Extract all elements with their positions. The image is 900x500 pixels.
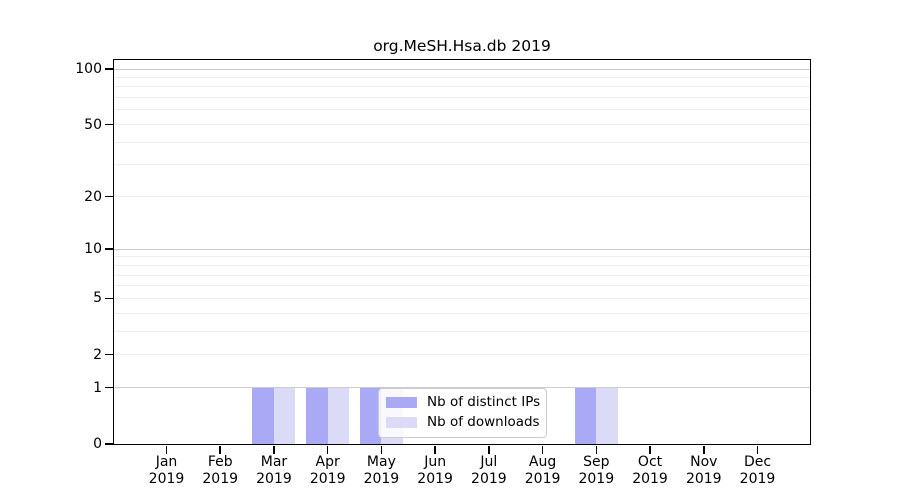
bar-distinct-ips xyxy=(252,387,274,444)
legend-swatch-downloads xyxy=(386,417,417,428)
x-axis-tick xyxy=(380,445,383,454)
legend-label-downloads: Nb of downloads xyxy=(427,414,540,430)
x-axis-tick xyxy=(756,445,759,454)
y-axis-tick-label: 5 xyxy=(93,290,102,307)
x-axis-label: Jul 2019 xyxy=(471,454,507,487)
y-axis-tick xyxy=(105,195,113,198)
y-axis-tick xyxy=(105,248,113,250)
x-axis-tick xyxy=(541,445,544,454)
gridline-minor xyxy=(114,264,810,266)
x-axis-tick xyxy=(326,445,329,454)
x-axis-label: Aug 2019 xyxy=(524,454,561,487)
legend: Nb of distinct IPs Nb of downloads xyxy=(378,388,547,438)
x-axis-label: Jan 2019 xyxy=(148,454,185,487)
gridline-minor xyxy=(114,124,810,126)
gridline-minor xyxy=(114,312,810,314)
bar-downloads xyxy=(273,387,296,444)
x-axis-label: Nov 2019 xyxy=(685,454,722,487)
x-axis-tick xyxy=(273,445,275,454)
x-axis-label: Oct 2019 xyxy=(632,454,668,487)
x-axis-tick xyxy=(434,445,436,454)
y-axis-tick xyxy=(105,353,113,356)
x-axis-label: May 2019 xyxy=(363,454,400,487)
x-axis-tick xyxy=(488,445,490,454)
y-axis-tick-label: 1 xyxy=(93,379,102,396)
y-axis-tick xyxy=(105,297,113,300)
plot-area: 0 1 2 5 10 20 50 100 Jan 2019 Feb 2019 Mar 2019 Apr… xyxy=(75,59,811,487)
gridline-minor xyxy=(114,330,810,332)
x-axis-label: Jun 2019 xyxy=(417,454,453,487)
x-axis-label: Feb 2019 xyxy=(202,454,239,487)
x-axis-label: Dec 2019 xyxy=(739,454,776,487)
x-axis-label: Mar 2019 xyxy=(256,454,292,487)
y-axis-tick xyxy=(105,123,113,126)
x-axis-tick xyxy=(595,445,598,454)
gridline-minor xyxy=(114,285,810,287)
x-axis-label: Sep 2019 xyxy=(578,454,615,487)
gridline-minor xyxy=(114,76,810,78)
y-axis-tick-label: 10 xyxy=(84,241,102,258)
x-axis-tick xyxy=(649,445,651,454)
gridline-minor xyxy=(114,86,810,88)
chart-title: org.MeSH.Hsa.db 2019 xyxy=(373,37,551,55)
gridline-minor xyxy=(114,97,810,99)
legend-item-distinct-ips: Nb of distinct IPs xyxy=(386,394,541,410)
gridline-major xyxy=(114,68,810,70)
y-axis-tick-label: 50 xyxy=(84,116,102,133)
gridline-minor xyxy=(114,164,810,166)
gridline-minor xyxy=(114,196,810,198)
y-axis-tick xyxy=(105,68,113,70)
legend-swatch-distinct-ips xyxy=(386,397,417,408)
gridline-major xyxy=(114,248,810,250)
gridline-minor xyxy=(114,274,810,276)
legend-label-distinct-ips: Nb of distinct IPs xyxy=(427,394,541,410)
gridline-minor xyxy=(114,354,810,356)
bar-distinct-ips xyxy=(359,387,382,444)
bar-distinct-ips xyxy=(574,387,597,444)
y-axis-tick-label: 20 xyxy=(84,188,102,205)
bar-downloads xyxy=(327,387,350,444)
x-axis-tick xyxy=(165,445,168,454)
x-axis-tick xyxy=(219,445,221,454)
y-axis-tick-label: 2 xyxy=(93,346,102,363)
legend-item-downloads: Nb of downloads xyxy=(386,414,540,430)
x-axis-label: Apr 2019 xyxy=(309,454,346,487)
y-axis-tick-label: 100 xyxy=(75,61,102,77)
y-axis-tick xyxy=(105,443,113,445)
gridline-minor xyxy=(114,297,810,299)
gridline-minor xyxy=(114,256,810,258)
y-axis-tick-label: 0 xyxy=(93,436,102,452)
gridline-minor xyxy=(114,109,810,111)
x-axis-tick xyxy=(703,445,705,454)
bar-downloads xyxy=(596,387,618,444)
gridline-major xyxy=(114,387,810,389)
gridline-minor xyxy=(114,141,810,143)
bar-distinct-ips xyxy=(306,387,328,444)
y-axis-tick xyxy=(105,386,113,389)
